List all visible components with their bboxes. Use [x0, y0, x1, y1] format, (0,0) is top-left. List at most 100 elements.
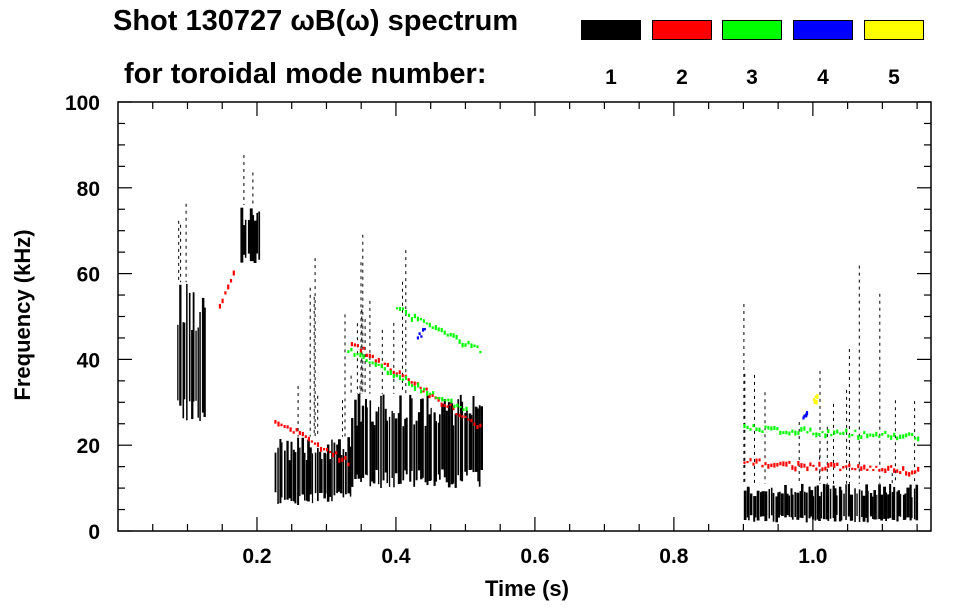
mode-trace — [743, 424, 746, 429]
spectral-burst — [256, 212, 258, 254]
spectral-burst — [457, 399, 459, 476]
mode-trace — [395, 307, 399, 310]
mode-trace — [869, 465, 872, 468]
mode-trace — [441, 397, 444, 402]
mode-trace — [782, 431, 785, 435]
mode-trace — [429, 392, 432, 395]
spectral-burst — [794, 492, 797, 518]
mode-trace — [824, 433, 827, 439]
spectral-burst — [889, 484, 892, 518]
spectral-burst — [468, 413, 472, 470]
mode-trace — [452, 406, 455, 411]
spectral-burst — [297, 437, 300, 505]
mode-trace — [816, 394, 819, 399]
spectral-burst — [309, 447, 312, 495]
spectral-burst — [761, 491, 765, 517]
mode-trace — [809, 462, 812, 467]
mode-trace — [860, 435, 863, 440]
mode-trace — [344, 455, 347, 460]
mode-trace — [785, 461, 788, 467]
mode-trace — [869, 433, 872, 437]
spectral-burst — [849, 494, 853, 521]
mode-trace — [839, 432, 842, 435]
mode-trace — [371, 354, 374, 359]
mode-trace — [875, 465, 878, 468]
mode-trace — [295, 428, 298, 432]
spectral-burst — [247, 219, 250, 254]
mode-trace — [773, 426, 776, 430]
mode-trace — [435, 396, 438, 399]
mode-trace — [875, 431, 878, 437]
spectral-burst — [253, 220, 257, 263]
mode-trace — [374, 359, 377, 365]
mode-trace — [398, 307, 402, 311]
spectral-burst — [768, 489, 770, 519]
mode-trace — [365, 353, 368, 357]
spectral-burst — [443, 399, 446, 478]
mode-trace — [413, 386, 417, 391]
spectral-burst — [331, 439, 333, 502]
mode-trace — [905, 471, 908, 476]
spectral-burst — [382, 394, 385, 481]
mode-trace — [301, 431, 304, 437]
mode-trace — [752, 462, 755, 466]
mode-trace — [797, 431, 800, 435]
mode-trace — [347, 350, 350, 354]
spectral-burst — [361, 405, 365, 478]
spectral-burst — [288, 460, 292, 499]
mode-trace — [476, 425, 479, 430]
mode-trace — [319, 446, 323, 452]
spectral-burst — [333, 442, 336, 496]
spectral-burst — [897, 490, 900, 517]
mode-trace — [368, 361, 371, 364]
mode-trace — [280, 423, 283, 427]
spectral-burst — [913, 488, 916, 520]
spectral-burst — [371, 421, 374, 482]
spectral-burst — [885, 492, 887, 521]
mode-trace — [462, 408, 465, 411]
spectral-burst — [372, 425, 376, 484]
mode-trace — [347, 462, 350, 467]
mode-trace — [881, 433, 884, 436]
mode-trace — [845, 465, 848, 468]
mode-trace — [767, 464, 770, 469]
mode-trace — [410, 384, 414, 388]
mode-trace — [455, 334, 458, 340]
mode-trace — [425, 322, 428, 325]
series-mode-4 — [416, 328, 809, 420]
spectral-burst — [417, 412, 421, 471]
mode-trace — [830, 433, 833, 437]
mode-trace — [830, 462, 833, 467]
mode-trace — [878, 435, 881, 438]
spectral-burst — [904, 493, 907, 520]
spectral-burst — [780, 493, 784, 516]
spectral-burst — [411, 398, 413, 471]
spectral-burst — [760, 492, 762, 517]
mode-trace — [464, 415, 467, 418]
mode-trace — [437, 327, 440, 332]
mode-trace — [386, 370, 389, 376]
mode-trace — [386, 362, 389, 367]
mode-trace — [809, 427, 812, 432]
plot-frame — [117, 101, 932, 532]
mode-trace — [758, 427, 761, 433]
y-tick-label: 0 — [88, 521, 100, 544]
mode-trace — [418, 332, 421, 336]
spectral-burst — [452, 425, 455, 484]
spectral-burst — [311, 453, 314, 504]
spectral-burst — [893, 486, 896, 520]
mode-trace — [413, 381, 416, 386]
mode-trace — [917, 466, 920, 472]
mode-trace — [422, 328, 425, 332]
mode-trace — [791, 465, 794, 470]
mode-trace — [461, 415, 464, 419]
spectral-burst — [299, 447, 301, 497]
spectral-burst — [240, 207, 244, 263]
spectral-burst — [748, 487, 750, 521]
mode-trace — [307, 436, 310, 442]
mode-trace — [803, 463, 806, 468]
spectral-burst — [355, 425, 358, 475]
spectral-burst — [192, 292, 195, 402]
mode-trace — [410, 381, 413, 384]
mode-trace — [459, 406, 462, 409]
